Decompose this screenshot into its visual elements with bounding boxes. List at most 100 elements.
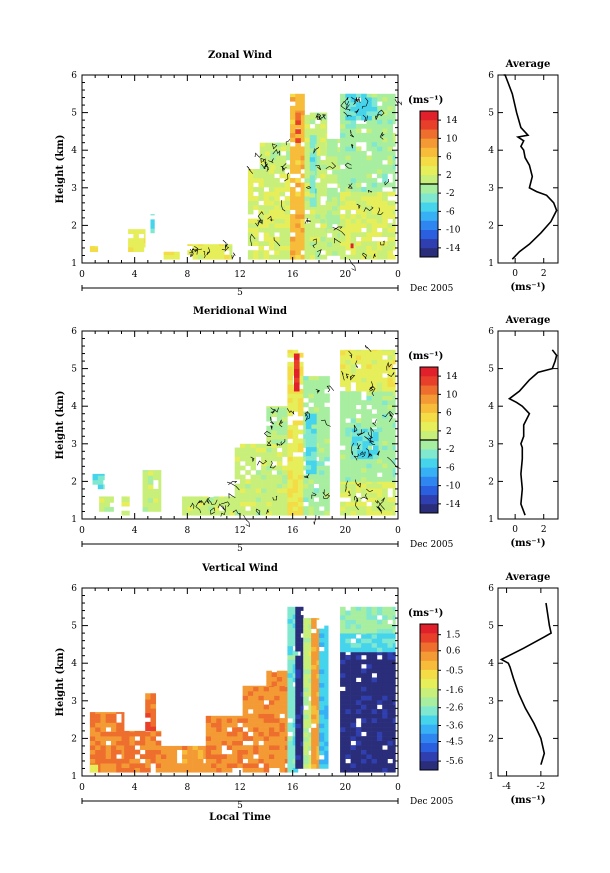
heat-cell [361, 223, 367, 228]
heat-cell [361, 633, 367, 635]
heat-cell [110, 712, 117, 714]
heat-cell [139, 736, 146, 741]
heat-cell [382, 763, 388, 769]
heat-cell [361, 214, 367, 219]
heat-cell [242, 736, 249, 741]
heat-cell [316, 745, 320, 751]
heat-cell [271, 497, 278, 503]
heat-cell [147, 506, 154, 512]
heat-cell [216, 758, 222, 764]
colorbar-unit: (ms⁻¹) [408, 608, 443, 619]
heat-cell [303, 745, 309, 751]
heat-cell [340, 454, 346, 460]
contour-line [189, 497, 241, 517]
heat-cell [240, 447, 246, 453]
heat-cell [350, 223, 357, 228]
heat-cell [297, 438, 304, 444]
heat-cell [240, 479, 246, 484]
heat-cell [366, 245, 372, 251]
heat-cell [382, 101, 388, 107]
heat-cell [376, 214, 383, 219]
heat-cell [309, 135, 316, 140]
heat-cell [89, 722, 96, 728]
heat-cell [290, 214, 296, 219]
heat-cell [366, 368, 372, 374]
heat-cell [324, 763, 329, 769]
heat-cell [361, 713, 367, 719]
heat-cell [279, 754, 286, 760]
heat-cell [287, 627, 293, 633]
heat-cell [324, 628, 329, 634]
heat-cell [253, 731, 259, 737]
contour-line [332, 203, 385, 272]
heat-cell [174, 251, 180, 256]
heat-cell [376, 159, 383, 165]
heat-cell [304, 241, 311, 247]
heat-cell [95, 764, 99, 769]
heat-cell [197, 254, 204, 260]
date-bar-day: 5 [237, 288, 243, 298]
heat-cell [139, 763, 146, 769]
heat-cell [345, 700, 351, 705]
heat-cell [361, 659, 367, 665]
heat-cell [128, 229, 134, 234]
heat-cell [121, 718, 125, 723]
heat-cell [171, 745, 178, 750]
heat-cell [311, 469, 317, 475]
heat-cell [387, 205, 394, 210]
heat-cell [315, 161, 317, 167]
heat-cell [371, 93, 378, 98]
heat-cell [253, 758, 259, 764]
heat-cell [345, 745, 351, 750]
heat-cell [320, 209, 326, 215]
heat-cell [345, 164, 351, 170]
heat-cell [366, 615, 372, 620]
heat-cell [371, 377, 378, 383]
heat-cell [242, 691, 249, 696]
heat-cell [392, 749, 396, 755]
heat-cell [350, 155, 357, 161]
profile-y-tick-label: 3 [488, 697, 494, 707]
heat-cell [226, 722, 233, 728]
heat-cell [263, 695, 270, 701]
heat-cell [232, 745, 238, 750]
heat-cell [89, 731, 96, 737]
heat-cell [295, 619, 301, 625]
heat-cell [366, 722, 372, 728]
heat-cell [295, 93, 301, 98]
heat-cell [182, 749, 188, 755]
heat-cell [382, 409, 388, 415]
heat-cell [268, 241, 275, 247]
heat-cell [350, 400, 357, 405]
heat-cell [361, 422, 367, 428]
heat-cell [366, 497, 372, 503]
heat-cell [226, 763, 233, 769]
colorbar-swatch [420, 687, 438, 698]
heat-cell [163, 254, 170, 260]
heat-cell [326, 151, 333, 157]
heat-cell [355, 736, 362, 741]
heat-cell [357, 428, 363, 433]
heat-cell [320, 182, 326, 188]
heat-cell [345, 368, 351, 374]
heat-cell [245, 501, 251, 507]
heat-cell [345, 454, 351, 460]
heat-cell [316, 673, 320, 679]
heat-cell [268, 205, 275, 210]
heat-cell [345, 718, 351, 723]
heat-cell [340, 718, 346, 723]
heat-cell [263, 178, 270, 183]
heat-cell [313, 402, 320, 408]
heat-cell [282, 425, 288, 431]
heat-cell [340, 427, 346, 433]
heat-cell [258, 173, 264, 179]
heat-cell [316, 709, 320, 715]
heat-cell [304, 232, 311, 237]
heat-cell [116, 745, 122, 750]
heat-cell [295, 115, 301, 121]
heat-cell [315, 202, 317, 207]
heat-cell [350, 454, 357, 460]
profile-y-tick-label: 1 [488, 772, 494, 782]
heat-cell [371, 628, 378, 634]
heat-cell [229, 501, 236, 507]
